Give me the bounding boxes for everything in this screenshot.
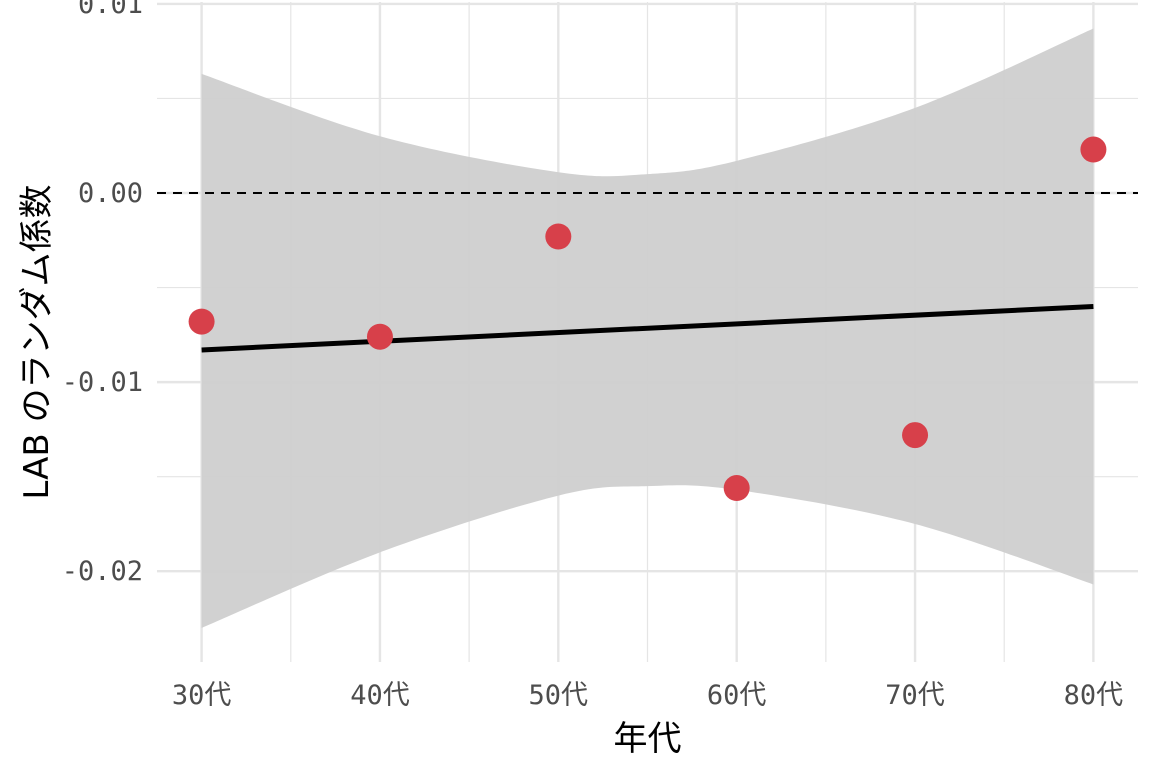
y-tick-labels: -0.02 -0.01 0.00 0.01 <box>62 0 143 587</box>
x-tick-labels: 30代 40代 50代 60代 70代 80代 <box>172 680 1123 711</box>
data-point <box>366 323 393 350</box>
data-points <box>188 136 1107 502</box>
data-point <box>545 223 572 250</box>
data-point <box>1080 136 1107 163</box>
data-point <box>723 475 750 502</box>
data-point <box>902 422 929 449</box>
y-axis-title: LAB のランダム係数 <box>17 184 57 499</box>
y-tick-label: -0.01 <box>62 367 143 398</box>
y-tick-label: -0.02 <box>62 556 143 587</box>
regression-line <box>201 303 1094 353</box>
x-tick-label: 60代 <box>707 680 767 711</box>
x-tick-label: 30代 <box>172 680 232 711</box>
x-tick-label: 50代 <box>529 680 589 711</box>
x-tick-label: 70代 <box>885 680 945 711</box>
x-tick-label: 80代 <box>1064 680 1124 711</box>
data-point <box>188 308 215 335</box>
x-tick-label: 40代 <box>350 680 410 711</box>
y-tick-label: 0.01 <box>78 0 143 20</box>
x-axis-title: 年代 <box>614 719 682 759</box>
y-tick-label: 0.00 <box>78 178 143 209</box>
